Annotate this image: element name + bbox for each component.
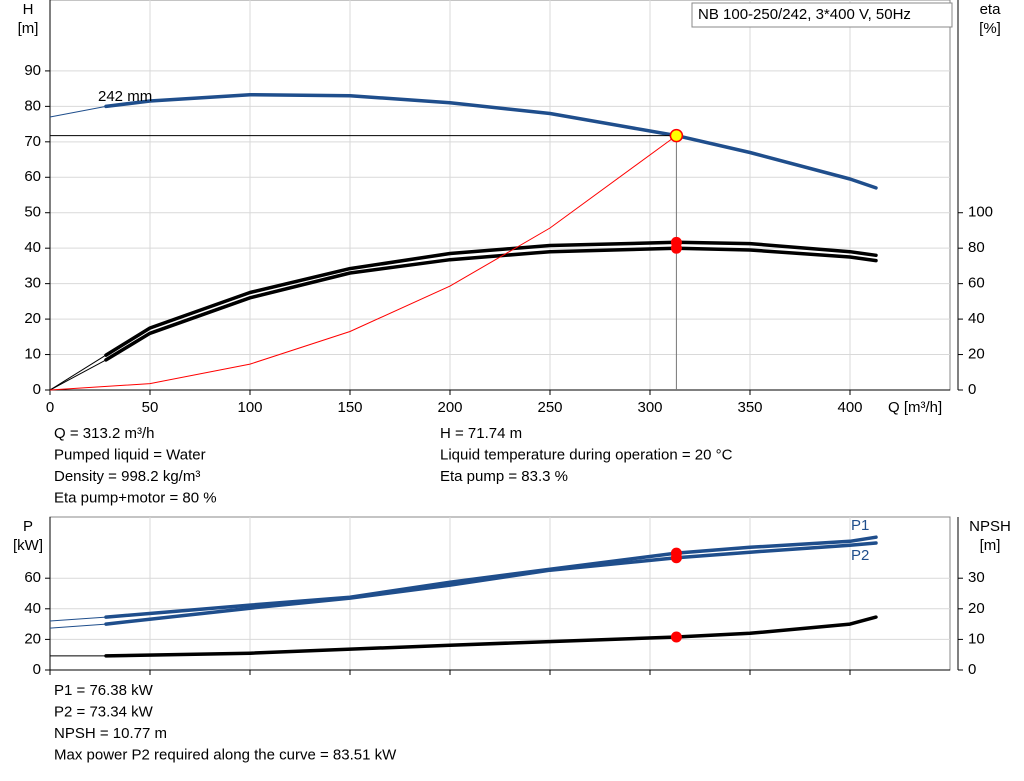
- chart-panel: 0 20 40 60 0 10 20 30 P [kW] NPSH [m] P1 P2 P1 = 76.38…: [13, 516, 1011, 763]
- x-tick-label: 250: [537, 399, 562, 416]
- curve: [104, 240, 878, 357]
- series-label: P1: [851, 517, 869, 534]
- y-tick-label: 20: [24, 310, 41, 327]
- y-axis-title: P: [23, 518, 33, 535]
- series-label: P2: [851, 547, 869, 564]
- y2-tick-label: 30: [968, 569, 985, 586]
- y2-tick-label: 60: [968, 275, 985, 292]
- y-tick-label: 80: [24, 97, 41, 114]
- x-tick-label: 100: [237, 399, 262, 416]
- curve: [104, 246, 878, 362]
- y2-tick-label: 100: [968, 204, 993, 221]
- y-axis-title: H: [23, 1, 34, 18]
- info-text: NPSH = 10.77 m: [54, 725, 167, 742]
- chart-panel: 0 50 100 150 200 250 300 350 4000102030405060708…: [18, 0, 1002, 506]
- y-tick-label: 30: [24, 275, 41, 292]
- x-axis-title: Q [m³/h]: [888, 399, 942, 416]
- chart-title: NB 100-250/242, 3*400 V, 50Hz: [698, 6, 911, 23]
- curve-extension: [49, 616, 107, 622]
- info-text: Eta pump = 83.3 %: [440, 468, 568, 485]
- y2-tick-label: 80: [968, 239, 985, 256]
- curve: [104, 541, 878, 626]
- y2-axis-title: eta: [980, 1, 1002, 18]
- y-tick-label: 0: [33, 661, 41, 678]
- x-tick-label: 50: [142, 399, 159, 416]
- y2-tick-label: 0: [968, 661, 976, 678]
- curve: [104, 615, 878, 658]
- y2-tick-label: 20: [968, 600, 985, 617]
- system-curve: [49, 135, 677, 391]
- plot-frame: [49, 0, 951, 391]
- y-tick-label: 50: [24, 204, 41, 221]
- curve: [104, 92, 878, 190]
- x-tick-label: 0: [46, 399, 54, 416]
- curve-extension: [49, 623, 107, 629]
- y-tick-label: 40: [24, 239, 41, 256]
- curve-extension: [49, 354, 107, 391]
- curve-extension: [49, 105, 107, 118]
- curve: [104, 535, 878, 619]
- y-tick-label: 10: [24, 346, 41, 363]
- x-tick-label: 150: [337, 399, 362, 416]
- point-marker: [670, 631, 682, 643]
- legend-box: [691, 2, 953, 28]
- y-tick-label: 60: [24, 569, 41, 586]
- info-text: P1 = 76.38 kW: [54, 682, 154, 699]
- point-marker: [670, 552, 682, 564]
- y-tick-label: 40: [24, 600, 41, 617]
- y2-tick-label: 10: [968, 630, 985, 647]
- info-text: Eta pump+motor = 80 %: [54, 489, 217, 506]
- info-text: Max power P2 required along the curve = …: [54, 746, 397, 763]
- y-axis-unit: [kW]: [13, 537, 43, 554]
- x-tick-label: 400: [837, 399, 862, 416]
- y2-axis-title: NPSH: [969, 518, 1011, 535]
- info-text: P2 = 73.34 kW: [54, 703, 154, 720]
- y2-axis-unit: [%]: [979, 20, 1001, 37]
- x-tick-label: 200: [437, 399, 462, 416]
- info-text: Liquid temperature during operation = 20…: [440, 446, 733, 463]
- y2-axis-unit: [m]: [980, 537, 1001, 554]
- duty-point: [669, 128, 684, 143]
- series-label: 242 mm: [98, 88, 152, 105]
- info-text: H = 71.74 m: [440, 425, 522, 442]
- plot-frame: [49, 516, 951, 671]
- info-text: Pumped liquid = Water: [54, 446, 206, 463]
- y2-tick-label: 40: [968, 310, 985, 327]
- x-tick-label: 300: [637, 399, 662, 416]
- y2-tick-label: 0: [968, 381, 976, 398]
- point-marker: [670, 242, 682, 254]
- y-tick-label: 0: [33, 381, 41, 398]
- y-axis-unit: [m]: [18, 20, 39, 37]
- y-tick-label: 20: [24, 630, 41, 647]
- y-tick-label: 90: [24, 62, 41, 79]
- y-tick-label: 60: [24, 168, 41, 185]
- y-tick-label: 70: [24, 133, 41, 150]
- curve-extension: [49, 359, 107, 391]
- info-text: Density = 998.2 kg/m³: [54, 468, 200, 485]
- x-tick-label: 350: [737, 399, 762, 416]
- y2-tick-label: 20: [968, 346, 985, 363]
- info-text: Q = 313.2 m³/h: [54, 425, 154, 442]
